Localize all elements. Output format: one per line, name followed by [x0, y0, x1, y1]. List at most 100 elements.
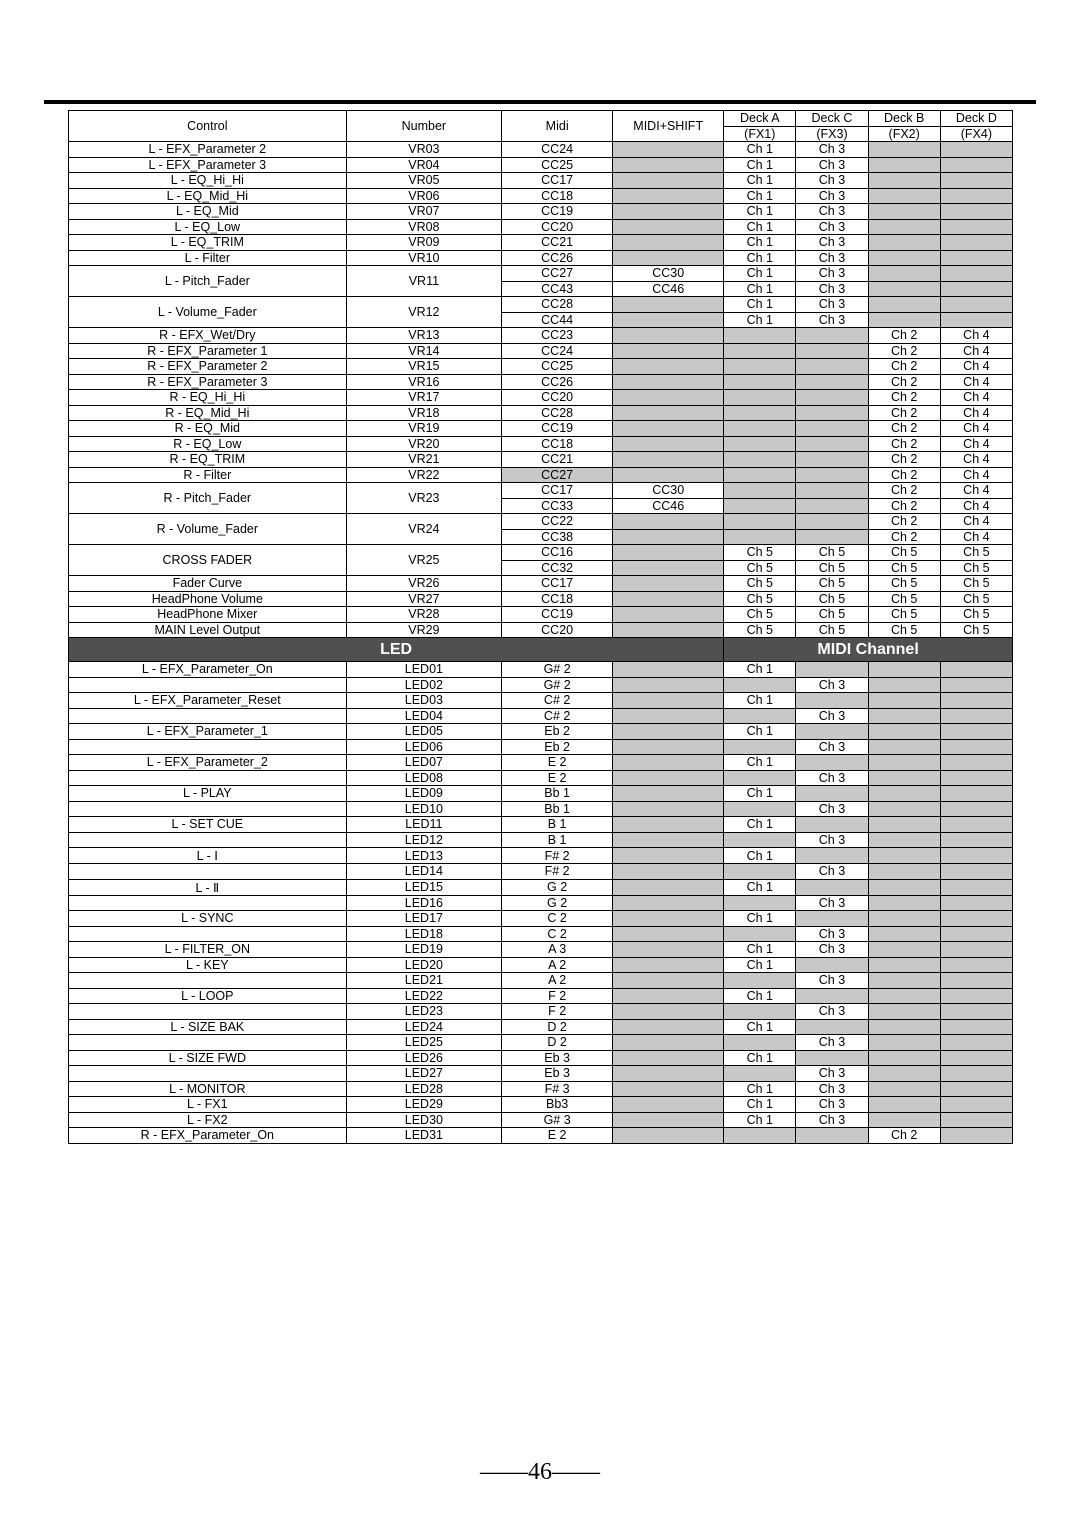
table-cell: LED25 [346, 1035, 501, 1051]
table-cell: CC24 [502, 343, 613, 359]
table-cell [69, 1004, 347, 1020]
table-cell [868, 739, 940, 755]
table-row: LED02G# 2Ch 3 [69, 677, 1013, 693]
table-cell: Ch 2 [868, 436, 940, 452]
table-cell [724, 864, 796, 880]
table-cell [613, 973, 724, 989]
header-deck-b: Deck B [868, 111, 940, 127]
table-cell [868, 1050, 940, 1066]
table-cell [613, 1004, 724, 1020]
table-cell: Ch 2 [868, 529, 940, 545]
table-cell: CC27 [502, 467, 613, 483]
table-cell: LED09 [346, 786, 501, 802]
table-cell: L - Pitch_Fader [69, 266, 347, 297]
table-cell [724, 359, 796, 375]
table-cell [796, 436, 868, 452]
table-cell [940, 786, 1012, 802]
table-cell: Ch 5 [724, 576, 796, 592]
table-cell [940, 662, 1012, 678]
table-cell [796, 988, 868, 1004]
table-cell [796, 693, 868, 709]
table-row: R - Volume_FaderVR24CC22Ch 2Ch 4 [69, 514, 1013, 530]
table-cell [613, 739, 724, 755]
table-cell [796, 328, 868, 344]
table-cell: L - Ⅱ [69, 879, 347, 895]
table-cell: LED07 [346, 755, 501, 771]
table-cell: CC19 [502, 204, 613, 220]
table-cell [613, 817, 724, 833]
table-cell [724, 421, 796, 437]
table-cell: VR15 [346, 359, 501, 375]
table-cell: VR06 [346, 188, 501, 204]
table-cell [69, 770, 347, 786]
table-cell: Ch 1 [724, 157, 796, 173]
table-cell: LED22 [346, 988, 501, 1004]
table-cell: Ch 5 [724, 622, 796, 638]
table-cell [868, 1004, 940, 1020]
table-cell: Ch 5 [868, 622, 940, 638]
table-cell [613, 560, 724, 576]
table-cell [724, 328, 796, 344]
table-cell: Ch 1 [724, 204, 796, 220]
table-cell [613, 328, 724, 344]
table-cell: VR27 [346, 591, 501, 607]
table-cell: VR22 [346, 467, 501, 483]
table-cell [613, 662, 724, 678]
table-cell: Ch 3 [796, 1097, 868, 1113]
table-cell [613, 864, 724, 880]
table-cell [613, 988, 724, 1004]
table-cell [613, 235, 724, 251]
table-cell [724, 514, 796, 530]
table-cell [724, 832, 796, 848]
table-cell [796, 421, 868, 437]
table-cell [69, 708, 347, 724]
table-cell: R - EFX_Parameter 3 [69, 374, 347, 390]
table-cell [724, 708, 796, 724]
table-row: MAIN Level OutputVR29CC20Ch 5Ch 5Ch 5Ch … [69, 622, 1013, 638]
table-row: L - EFX_Parameter_1LED05Eb 2Ch 1 [69, 724, 1013, 740]
table-cell [796, 724, 868, 740]
header-fx4: (FX4) [940, 126, 1012, 142]
table-cell [724, 1066, 796, 1082]
table-cell: LED16 [346, 895, 501, 911]
table-row: L - ⅡLED15G 2Ch 1 [69, 879, 1013, 895]
table-cell: L - Ⅰ [69, 848, 347, 864]
table-cell [613, 312, 724, 328]
table-cell: L - MONITOR [69, 1081, 347, 1097]
table-row: LED27Eb 3Ch 3 [69, 1066, 1013, 1082]
table-cell [796, 359, 868, 375]
table-cell: VR13 [346, 328, 501, 344]
table-cell [613, 452, 724, 468]
table-cell [940, 235, 1012, 251]
table-cell: D 2 [502, 1019, 613, 1035]
table-row: R - EFX_Wet/DryVR13CC23Ch 2Ch 4 [69, 328, 1013, 344]
table-cell: L - SIZE BAK [69, 1019, 347, 1035]
table-cell [69, 677, 347, 693]
table-row: LED23F 2Ch 3 [69, 1004, 1013, 1020]
table-cell: G 2 [502, 879, 613, 895]
section-led: LED [69, 638, 724, 662]
table-cell: R - EQ_Mid_Hi [69, 405, 347, 421]
table-cell [724, 770, 796, 786]
table-cell: Ch 4 [940, 498, 1012, 514]
table-cell: Ch 3 [796, 188, 868, 204]
table-cell: MAIN Level Output [69, 622, 347, 638]
table-cell [868, 312, 940, 328]
table-cell [868, 895, 940, 911]
table-cell [796, 911, 868, 927]
table-cell: Ch 3 [796, 1035, 868, 1051]
table-row: R - EQ_Hi_HiVR17CC20Ch 2Ch 4 [69, 390, 1013, 406]
table-cell [613, 157, 724, 173]
table-cell: Ch 3 [796, 1066, 868, 1082]
table-cell: Ch 3 [796, 973, 868, 989]
table-row: L - LOOPLED22F 2Ch 1 [69, 988, 1013, 1004]
table-cell: L - EFX_Parameter 2 [69, 142, 347, 158]
table-cell: LED18 [346, 926, 501, 942]
table-cell [613, 724, 724, 740]
table-cell [613, 911, 724, 927]
table-row: Fader CurveVR26CC17Ch 5Ch 5Ch 5Ch 5 [69, 576, 1013, 592]
table-cell: CC27 [502, 266, 613, 282]
table-row: L - EQ_TRIMVR09CC21Ch 1Ch 3 [69, 235, 1013, 251]
table-cell: Ch 3 [796, 157, 868, 173]
table-cell: Ch 1 [724, 281, 796, 297]
